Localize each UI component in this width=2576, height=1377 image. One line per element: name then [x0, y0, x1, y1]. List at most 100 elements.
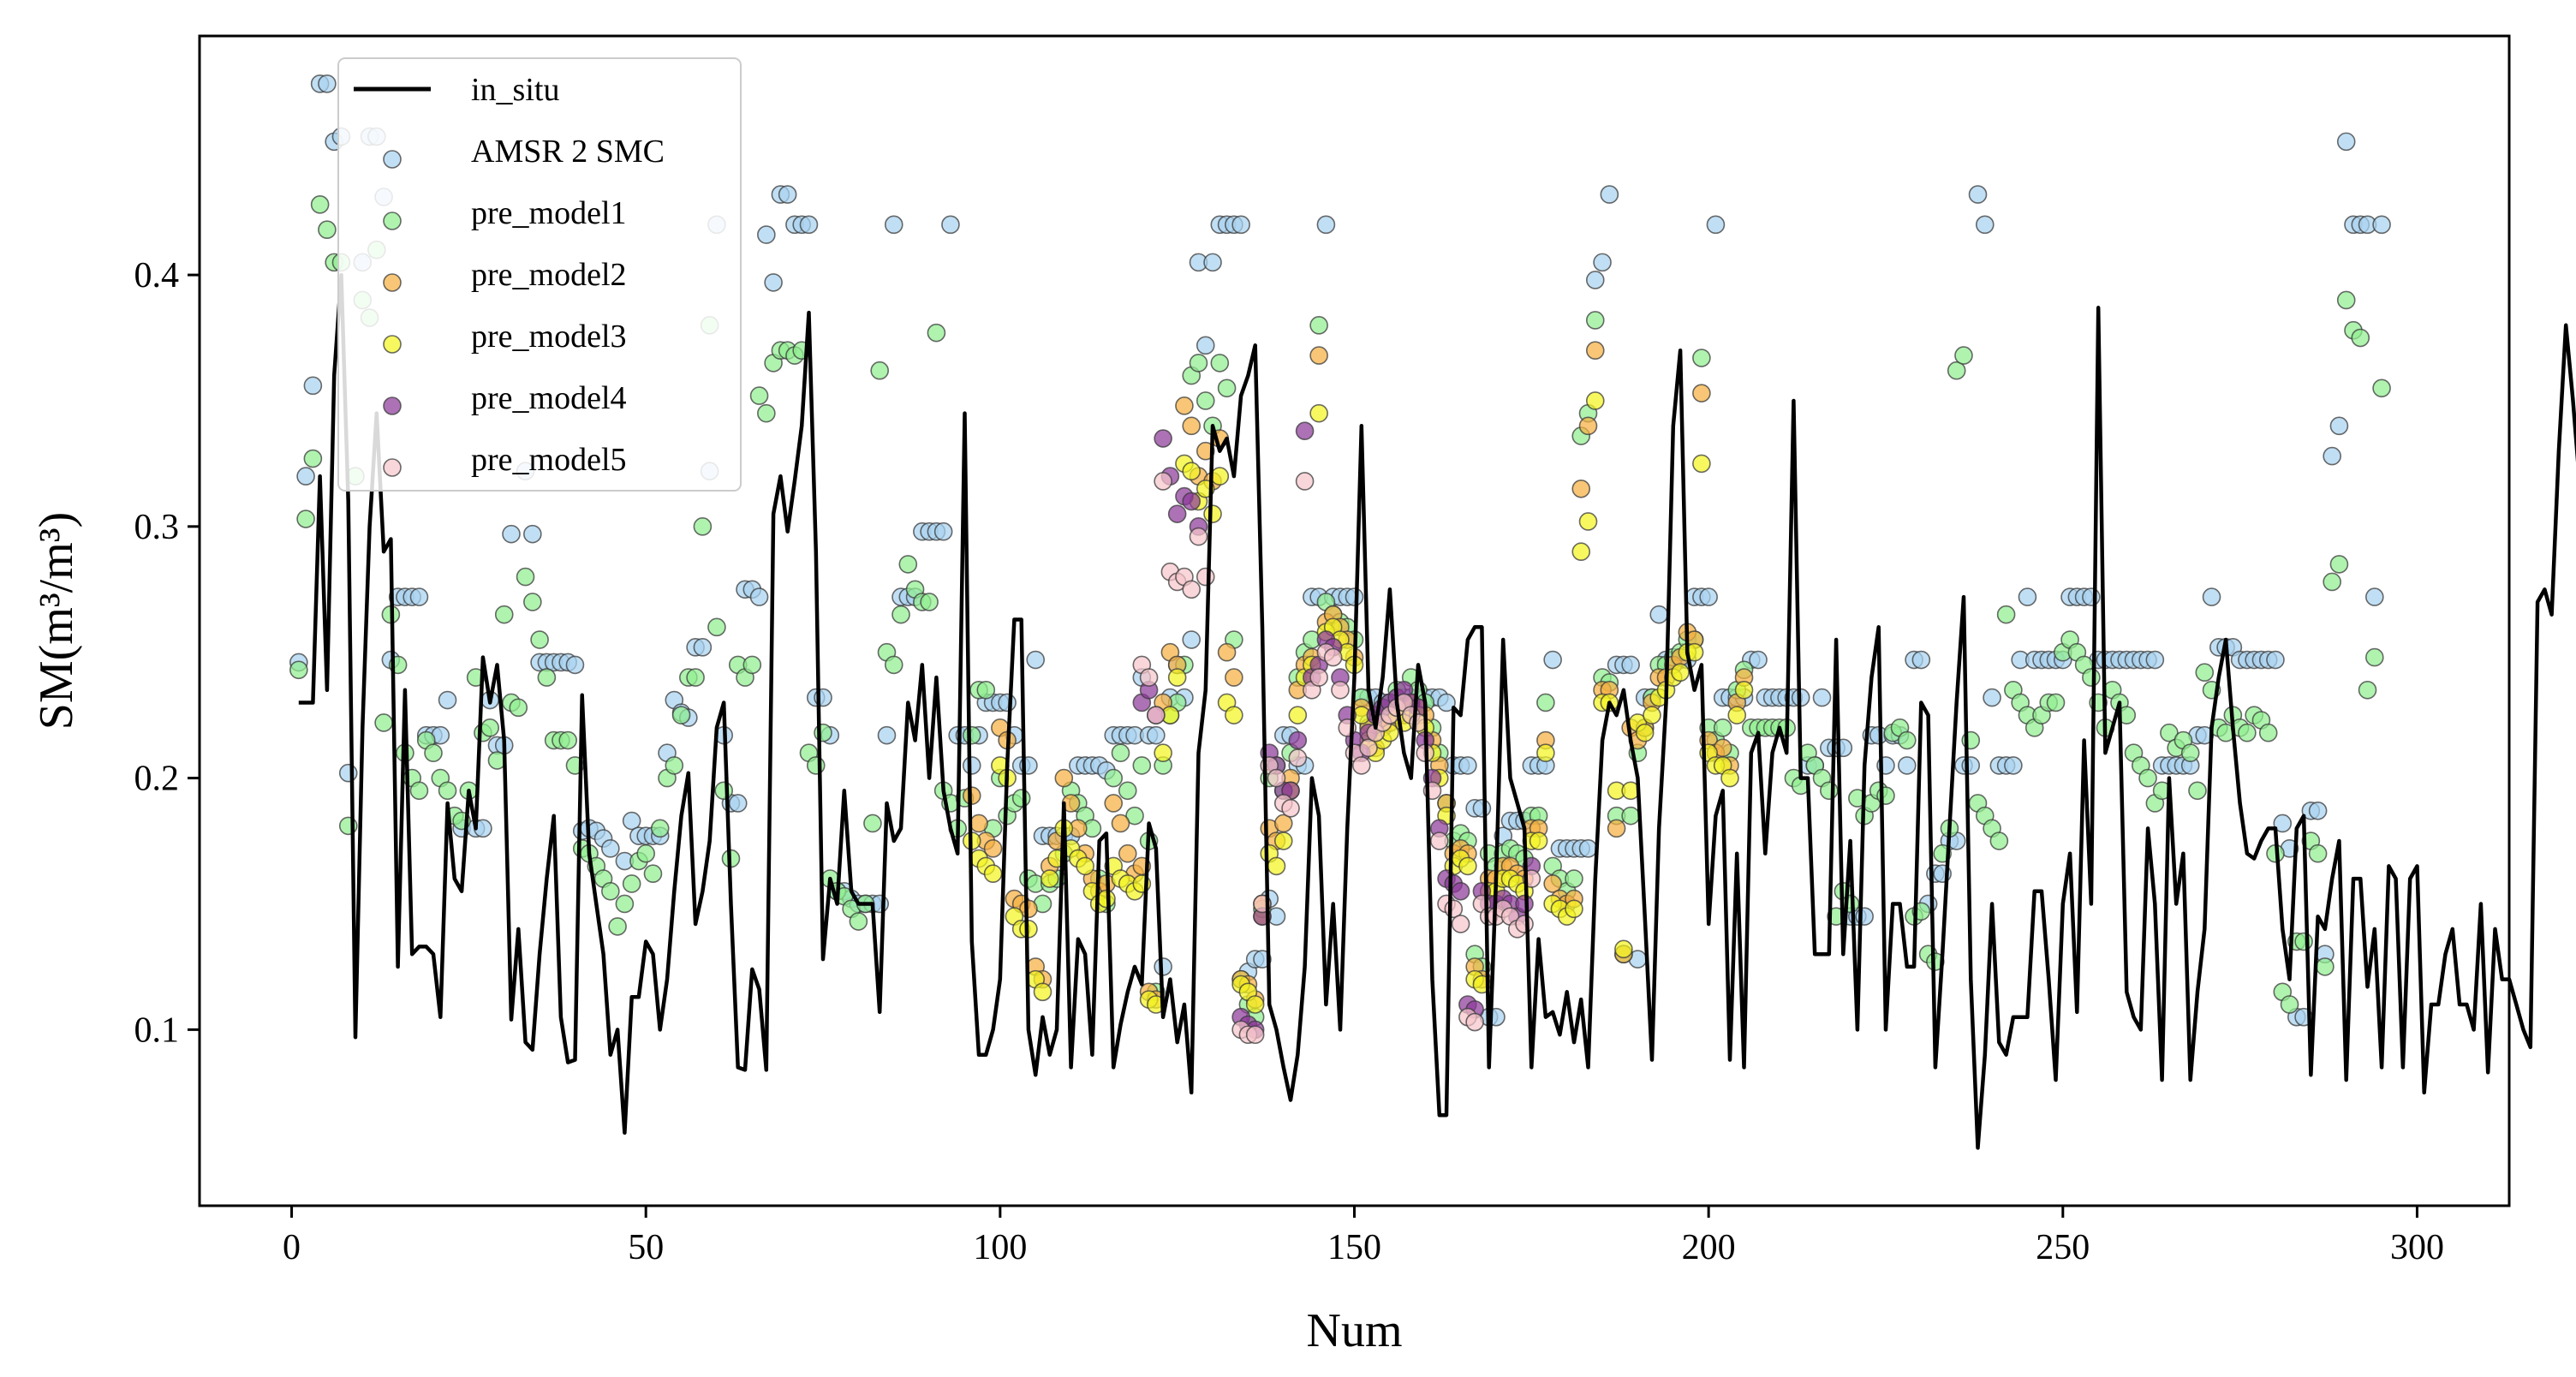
- data-point: [1196, 567, 1215, 587]
- data-point: [1692, 454, 1711, 474]
- data-point: [1210, 467, 1230, 486]
- data-point: [749, 386, 769, 405]
- x-tick-label: 200: [1682, 1228, 1736, 1267]
- data-point: [1692, 384, 1711, 402]
- data-point: [509, 698, 528, 718]
- data-point: [1288, 706, 1308, 724]
- data-point: [1019, 899, 1038, 919]
- data-point: [1989, 832, 2009, 850]
- data-point: [962, 756, 981, 775]
- data-point: [1565, 869, 1583, 888]
- data-point: [1635, 723, 1655, 742]
- x-tick-label: 250: [2036, 1228, 2090, 1267]
- data-point: [1465, 1012, 1484, 1032]
- x-tick-label: 100: [973, 1228, 1027, 1267]
- data-point: [1621, 655, 1640, 675]
- data-point: [1273, 832, 1293, 850]
- legend-item: pre_model5: [383, 442, 627, 478]
- data-point: [1692, 349, 1711, 367]
- data-point: [969, 814, 988, 833]
- data-point: [799, 215, 819, 235]
- data-point: [1331, 680, 1350, 700]
- data-point: [622, 874, 641, 893]
- data-point: [1182, 630, 1202, 649]
- legend-label: pre_model3: [471, 319, 627, 355]
- data-point: [516, 567, 535, 587]
- data-point: [622, 811, 641, 831]
- data-point: [1295, 472, 1315, 491]
- data-point: [409, 781, 429, 801]
- data-point: [2308, 843, 2328, 863]
- data-point: [1614, 939, 1633, 959]
- data-point: [1571, 542, 1591, 562]
- data-point: [1196, 391, 1215, 410]
- data-point: [1437, 693, 1456, 712]
- data-point: [1451, 881, 1470, 901]
- legend-item: pre_model1: [383, 195, 627, 231]
- legend-marker: [383, 150, 402, 169]
- legend-label: pre_model2: [471, 257, 627, 293]
- legend-label: pre_model4: [471, 380, 627, 416]
- data-point: [2046, 693, 2066, 712]
- data-point: [749, 587, 769, 606]
- data-point: [1210, 354, 1230, 373]
- data-point: [1897, 730, 1917, 750]
- data-point: [1175, 396, 1194, 415]
- data-point: [409, 587, 429, 606]
- data-point: [1585, 391, 1605, 410]
- data-point: [1954, 346, 1973, 365]
- data-point: [1643, 706, 1661, 724]
- data-point: [1309, 346, 1328, 365]
- data-point: [1911, 650, 1931, 670]
- data-point: [1359, 738, 1378, 758]
- legend-item: pre_model3: [383, 319, 627, 355]
- data-point: [1600, 185, 1619, 204]
- data-point: [636, 843, 655, 863]
- data-point: [2273, 814, 2293, 833]
- legend-item: in_situ: [354, 72, 559, 108]
- data-point: [1458, 756, 1477, 775]
- data-point: [2280, 995, 2299, 1014]
- series-pre-model5: [1132, 472, 1541, 1045]
- data-point: [941, 215, 960, 235]
- data-point: [2082, 668, 2101, 687]
- data-point: [1543, 650, 1562, 670]
- data-point: [530, 630, 549, 649]
- data-point: [374, 713, 393, 732]
- data-point: [296, 467, 315, 486]
- data-point: [884, 655, 903, 675]
- data-point: [920, 593, 939, 611]
- data-point: [1139, 668, 1159, 687]
- series-pre-model3: [962, 391, 1754, 1014]
- data-point: [1295, 421, 1315, 441]
- data-point: [502, 524, 521, 544]
- data-point: [671, 706, 691, 724]
- data-point: [1621, 806, 1640, 826]
- y-axis: 0.1 0.2 0.3 0.4: [134, 256, 200, 1050]
- data-point: [1819, 781, 1839, 801]
- data-point: [1515, 894, 1534, 914]
- data-point: [1203, 504, 1222, 523]
- legend-label: AMSR 2 SMC: [471, 134, 665, 170]
- y-tick-label: 0.3: [134, 508, 180, 547]
- legend-label: pre_model1: [471, 195, 627, 231]
- data-point: [1196, 336, 1215, 355]
- data-point: [480, 718, 499, 737]
- data-point: [983, 864, 1003, 884]
- y-tick-label: 0.2: [134, 760, 180, 799]
- x-tick-label: 0: [283, 1228, 301, 1267]
- data-point: [2323, 446, 2341, 466]
- data-point: [310, 195, 330, 214]
- data-point: [665, 756, 684, 775]
- data-point: [338, 763, 358, 783]
- data-point: [1578, 512, 1598, 531]
- data-point: [1189, 354, 1208, 373]
- data-point: [707, 617, 726, 637]
- y-axis-label: SM(m³/m³): [30, 512, 83, 730]
- data-point: [303, 376, 323, 396]
- line-layer: [298, 272, 2576, 1150]
- data-point: [1231, 215, 1250, 235]
- data-point: [523, 593, 542, 611]
